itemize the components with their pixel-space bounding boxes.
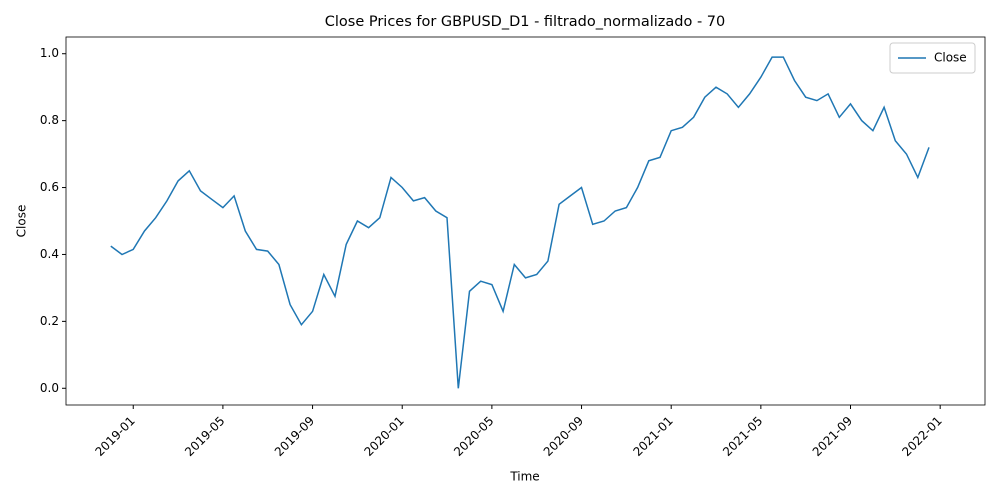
y-tick-label: 0.2 (40, 314, 59, 328)
x-tick-label: 2019-01 (92, 414, 137, 459)
y-tick-label: 0.0 (40, 381, 59, 395)
plot-frame (65, 36, 986, 406)
y-tick-label: 0.4 (40, 247, 59, 261)
x-axis-label: Time (509, 470, 539, 484)
legend-box (889, 42, 976, 74)
x-tick-label: 2019-05 (182, 414, 227, 459)
x-tick-label: 2021-01 (630, 414, 675, 459)
x-tick-label: 2020-01 (361, 414, 406, 459)
x-tick-label: 2021-09 (810, 414, 855, 459)
x-tick-label: 2020-09 (541, 414, 586, 459)
x-tick-label: 2022-01 (899, 414, 944, 459)
y-axis-label: Close (15, 205, 29, 238)
legend-label: Close (934, 51, 967, 65)
line-series (110, 56, 930, 389)
y-tick-label: 0.8 (40, 113, 59, 127)
x-tick-label: 2021-05 (720, 414, 765, 459)
chart-title: Close Prices for GBPUSD_D1 - filtrado_no… (325, 14, 726, 30)
x-tick-label: 2019-09 (272, 414, 317, 459)
y-tick-label: 1.0 (40, 46, 59, 60)
y-tick-label: 0.6 (40, 180, 59, 194)
x-tick-label: 2020-05 (451, 414, 496, 459)
